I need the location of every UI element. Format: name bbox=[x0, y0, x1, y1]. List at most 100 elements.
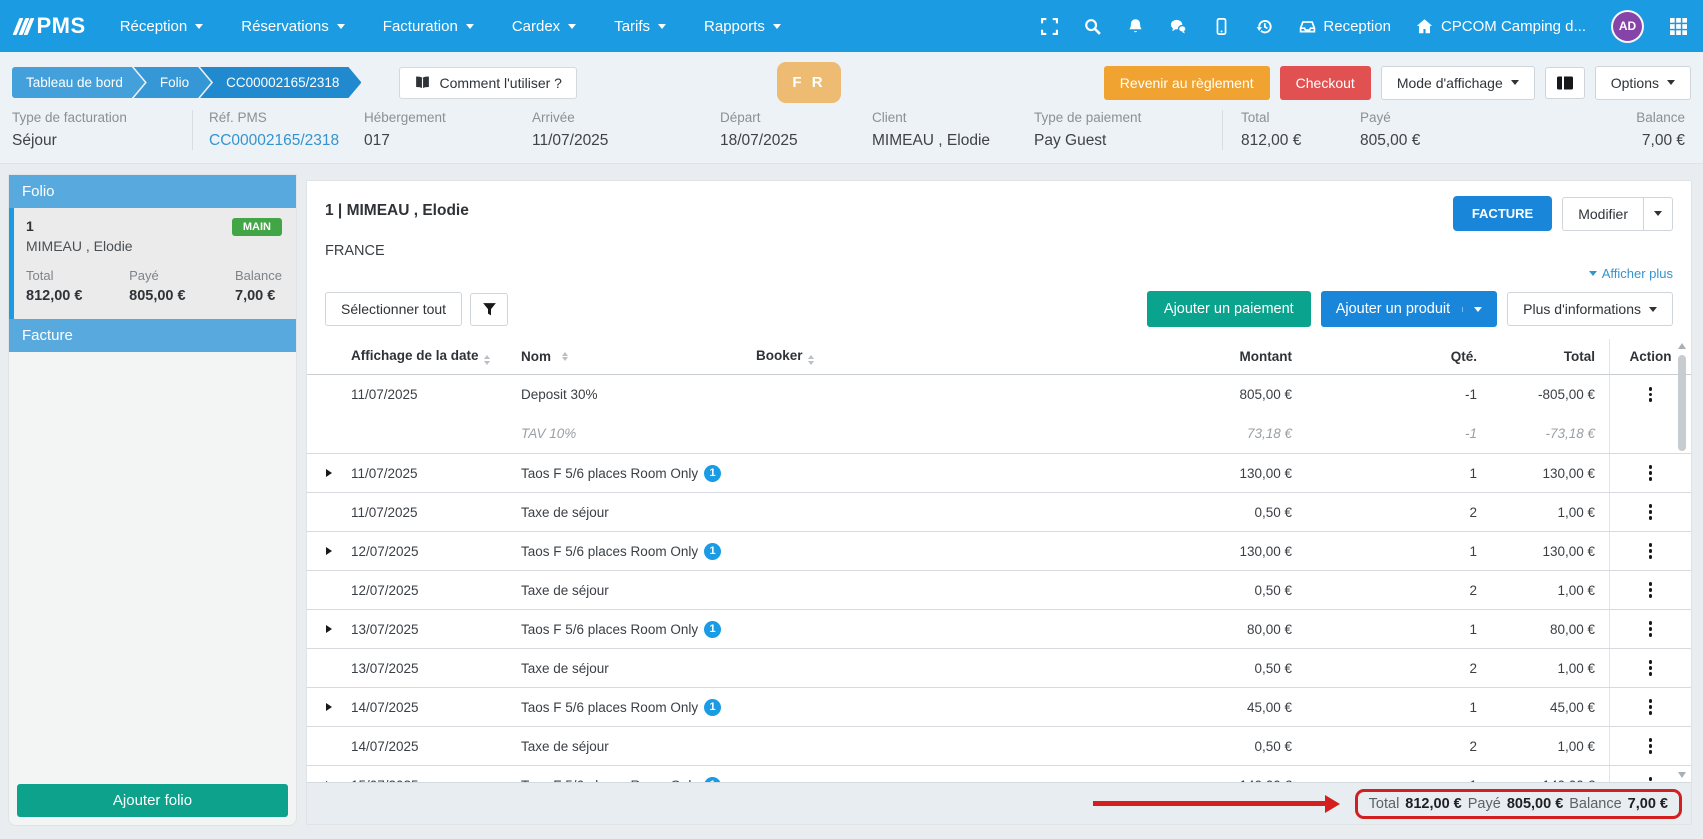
row-date: 14/07/2025 bbox=[351, 700, 521, 715]
row-qty: 1 bbox=[1407, 778, 1477, 783]
expand-caret-icon[interactable] bbox=[326, 625, 332, 633]
modifier-dropdown-toggle[interactable] bbox=[1643, 197, 1673, 231]
expand-caret-icon[interactable] bbox=[326, 469, 332, 477]
nav-menu-item[interactable]: Tarifs bbox=[614, 18, 666, 35]
info-field-value: Séjour bbox=[12, 132, 182, 150]
return-to-payment-button[interactable]: Revenir au règlement bbox=[1104, 66, 1270, 100]
expand-caret-icon[interactable] bbox=[326, 781, 332, 782]
nav-menu-item[interactable]: Cardex bbox=[512, 18, 576, 35]
nav-menu-label: Réception bbox=[120, 18, 188, 35]
footer-balance-value: 7,00 € bbox=[1628, 796, 1668, 812]
apps-grid-icon[interactable] bbox=[1669, 17, 1687, 35]
user-avatar[interactable]: AD bbox=[1611, 10, 1644, 43]
chevron-down-icon bbox=[1654, 211, 1662, 216]
row-amount: 73,18 € bbox=[966, 426, 1407, 441]
info-field-value: 805,00 € bbox=[1360, 132, 1488, 150]
table-scrollbar[interactable] bbox=[1676, 341, 1688, 780]
table-row: 14/07/2025 Taxe de séjour 0,50 € 2 1,00 … bbox=[307, 726, 1691, 765]
folio-total-label: Total bbox=[26, 268, 129, 283]
add-folio-button[interactable]: Ajouter folio bbox=[17, 784, 288, 817]
nav-menu-item[interactable]: Rapports bbox=[704, 18, 781, 35]
info-field: Total 812,00 € bbox=[1222, 110, 1360, 150]
main-folio-badge: MAIN bbox=[232, 218, 282, 236]
row-actions-button[interactable] bbox=[1645, 617, 1657, 640]
navbar-right: Reception CPCOM Camping d... AD bbox=[1040, 10, 1687, 43]
invoice-table: Affichage de la date Nom Booker Montant … bbox=[307, 339, 1691, 782]
info-field-value: 7,00 € bbox=[1498, 132, 1685, 150]
chevron-down-icon bbox=[1667, 80, 1675, 85]
nav-menu-item[interactable]: Réception bbox=[120, 18, 204, 35]
more-info-button[interactable]: Plus d'informations bbox=[1507, 292, 1673, 326]
row-total: 45,00 € bbox=[1477, 700, 1595, 715]
search-icon[interactable] bbox=[1083, 17, 1101, 35]
options-button[interactable]: Options bbox=[1595, 66, 1691, 100]
expand-caret-icon[interactable] bbox=[326, 547, 332, 555]
chevron-down-icon bbox=[1589, 271, 1597, 276]
display-mode-button[interactable]: Mode d'affichage bbox=[1381, 66, 1535, 100]
row-name: Taos F 5/6 places Room Only bbox=[521, 700, 698, 715]
modifier-button[interactable]: Modifier bbox=[1562, 197, 1644, 231]
row-actions-button[interactable] bbox=[1645, 539, 1657, 562]
reception-label: Reception bbox=[1323, 18, 1391, 35]
row-actions-button[interactable] bbox=[1645, 695, 1657, 718]
table-row: 11/07/2025 Taos F 5/6 places Room Only 1… bbox=[307, 453, 1691, 492]
row-actions-button[interactable] bbox=[1645, 500, 1657, 523]
row-actions-button[interactable] bbox=[1645, 578, 1657, 601]
column-header-booker[interactable]: Booker bbox=[756, 348, 966, 365]
folio-card[interactable]: 1 MAIN MIMEAU , Elodie Total 812,00 € Pa… bbox=[9, 208, 296, 319]
scrollbar-thumb[interactable] bbox=[1678, 355, 1686, 451]
columns-toggle-button[interactable] bbox=[1545, 67, 1585, 99]
scrollbar-up-arrow[interactable] bbox=[1678, 343, 1686, 349]
breadcrumb-reference[interactable]: CC00002165/2318 bbox=[200, 67, 361, 98]
breadcrumb-dashboard[interactable]: Tableau de bord bbox=[12, 67, 145, 98]
row-amount: 0,50 € bbox=[966, 583, 1407, 598]
notifications-bell-icon[interactable] bbox=[1126, 17, 1144, 35]
row-actions-button[interactable] bbox=[1645, 461, 1657, 484]
row-actions-button[interactable] bbox=[1645, 734, 1657, 757]
row-actions-button[interactable] bbox=[1645, 773, 1657, 782]
row-count-badge: 1 bbox=[704, 543, 721, 560]
chat-icon[interactable] bbox=[1169, 17, 1187, 35]
mobile-device-icon[interactable] bbox=[1212, 17, 1230, 35]
expand-caret-icon[interactable] bbox=[326, 703, 332, 711]
reception-link[interactable]: Reception bbox=[1298, 17, 1391, 35]
property-label: CPCOM Camping d... bbox=[1441, 18, 1586, 35]
info-field: Hébergement 017 bbox=[364, 110, 532, 150]
add-payment-button[interactable]: Ajouter un paiement bbox=[1147, 291, 1311, 327]
column-header-name[interactable]: Nom bbox=[521, 349, 756, 364]
footer-paid-label: Payé bbox=[1468, 796, 1501, 812]
help-button[interactable]: Comment l'utiliser ? bbox=[399, 67, 577, 99]
chevron-down-icon bbox=[568, 24, 576, 29]
info-field: Arrivée 11/07/2025 bbox=[532, 110, 720, 150]
afficher-plus-link[interactable]: Afficher plus bbox=[1581, 266, 1673, 281]
history-icon[interactable] bbox=[1255, 17, 1273, 35]
row-amount: 0,50 € bbox=[966, 661, 1407, 676]
breadcrumb-folio[interactable]: Folio bbox=[134, 67, 211, 98]
facture-button[interactable]: FACTURE bbox=[1453, 196, 1552, 231]
info-field-label: Client bbox=[872, 110, 1024, 125]
row-date: 11/07/2025 bbox=[351, 387, 521, 402]
property-link[interactable]: CPCOM Camping d... bbox=[1416, 17, 1586, 35]
info-field: Balance 7,00 € bbox=[1498, 110, 1691, 150]
select-all-button[interactable]: Sélectionner tout bbox=[325, 292, 462, 326]
facture-section-header[interactable]: Facture bbox=[9, 319, 296, 352]
table-row: 12/07/2025 Taxe de séjour 0,50 € 2 1,00 … bbox=[307, 570, 1691, 609]
filter-button[interactable] bbox=[470, 293, 508, 326]
row-qty: 1 bbox=[1407, 622, 1477, 637]
pms-logo[interactable]: PMS bbox=[16, 13, 86, 39]
row-actions-button[interactable] bbox=[1645, 656, 1657, 679]
info-field: Client MIMEAU , Elodie bbox=[872, 110, 1034, 150]
fullscreen-icon[interactable] bbox=[1040, 17, 1058, 35]
info-field-value[interactable]: CC00002165/2318 bbox=[209, 132, 354, 150]
row-qty: -1 bbox=[1407, 426, 1477, 441]
column-header-date[interactable]: Affichage de la date bbox=[351, 348, 521, 365]
row-actions-button[interactable] bbox=[1645, 383, 1657, 406]
add-product-dropdown-toggle[interactable] bbox=[1462, 307, 1482, 312]
chevron-down-icon bbox=[337, 24, 345, 29]
scrollbar-down-arrow[interactable] bbox=[1678, 772, 1686, 778]
nav-menu-item[interactable]: Réservations bbox=[241, 18, 345, 35]
add-product-button[interactable]: Ajouter un produit bbox=[1321, 291, 1497, 327]
row-amount: 0,50 € bbox=[966, 739, 1407, 754]
checkout-button[interactable]: Checkout bbox=[1280, 66, 1371, 100]
nav-menu-item[interactable]: Facturation bbox=[383, 18, 474, 35]
